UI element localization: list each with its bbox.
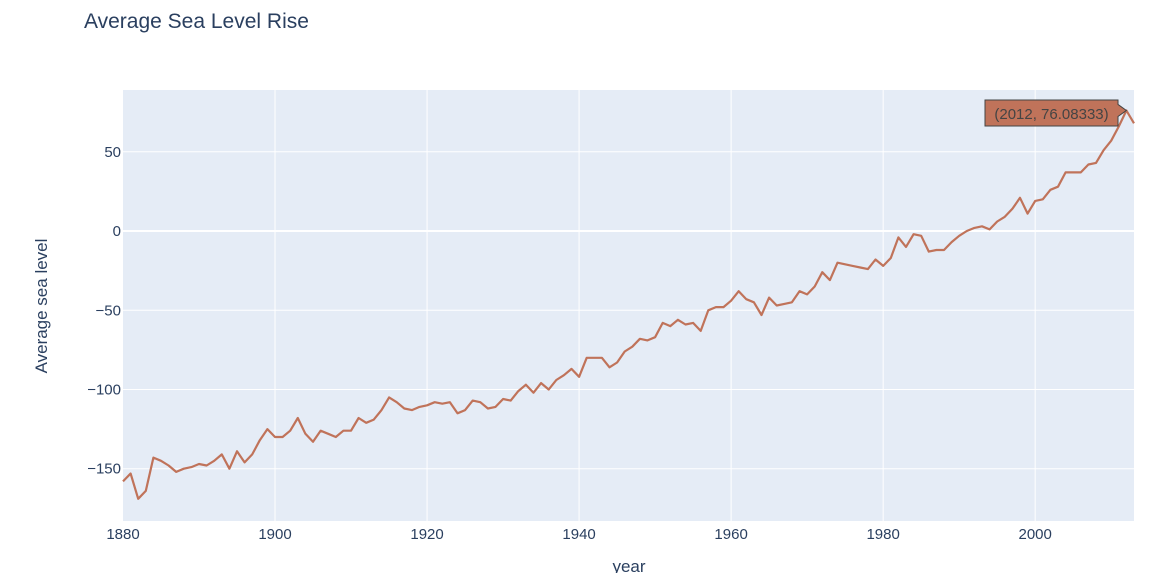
- chart-title: Average Sea Level Rise: [84, 10, 309, 33]
- x-tick-label: 2000: [1018, 526, 1051, 543]
- y-tick-label: −50: [96, 302, 121, 319]
- y-tick-label: −100: [87, 381, 121, 398]
- y-axis-title: Average sea level: [32, 239, 51, 374]
- x-tick-label: 1980: [866, 526, 899, 543]
- x-axis-title: year: [612, 557, 645, 573]
- y-axis-ticks: 50 0 −50 −100 −150: [87, 144, 121, 478]
- series-group: [122, 109, 1135, 500]
- x-tick-label: 1940: [562, 526, 595, 543]
- hover-label: (2012, 76.08333): [984, 99, 1128, 127]
- gridlines: [123, 90, 1134, 521]
- x-tick-label: 1900: [258, 526, 291, 543]
- hover-label-text: (2012, 76.08333): [994, 106, 1108, 123]
- y-tick-label: −150: [87, 461, 121, 478]
- hover-label-box: [984, 99, 1128, 127]
- series-line[interactable]: [122, 109, 1135, 500]
- x-tick-label: 1880: [106, 526, 139, 543]
- x-tick-label: 1960: [714, 526, 747, 543]
- y-tick-label: 0: [113, 223, 121, 240]
- plot-area[interactable]: [123, 90, 1134, 521]
- x-tick-label: 1920: [410, 526, 443, 543]
- x-axis-ticks: 1880 1900 1920 1940 1960 1980 2000: [106, 526, 1052, 543]
- y-tick-label: 50: [104, 144, 121, 161]
